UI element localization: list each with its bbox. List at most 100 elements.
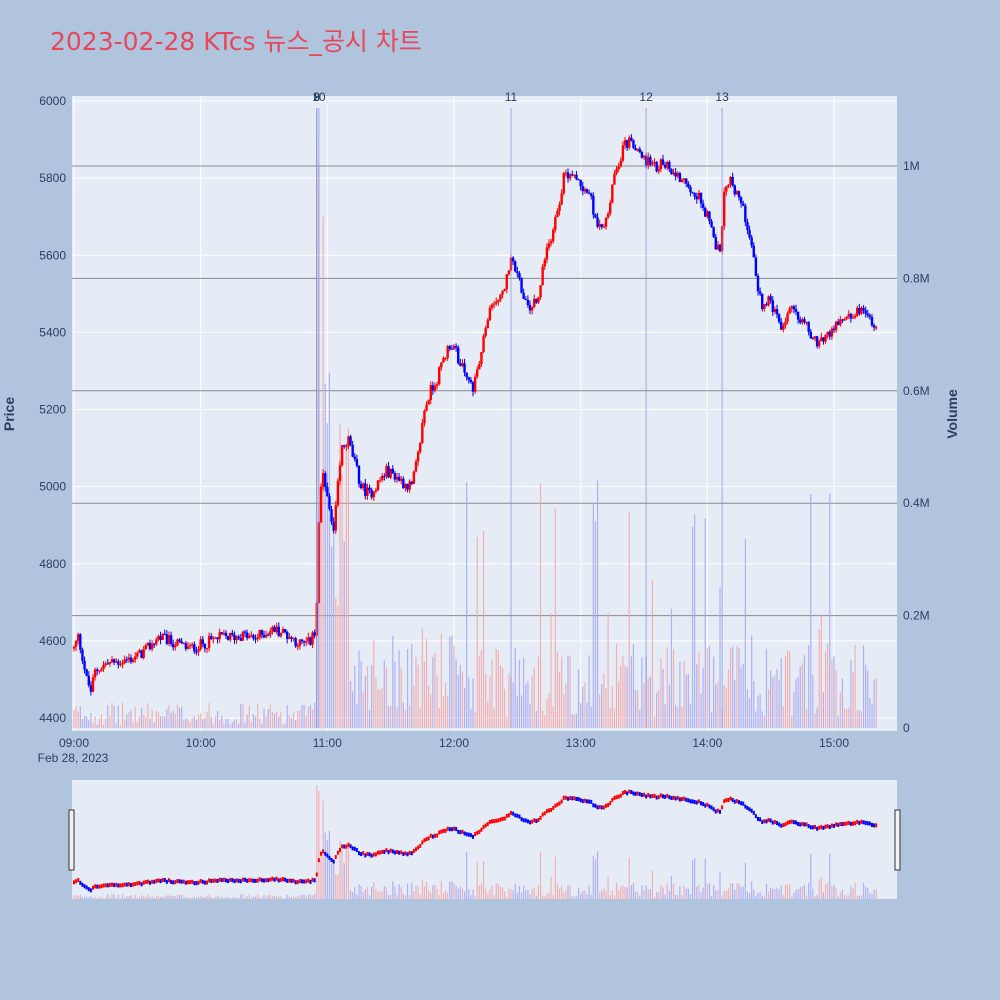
volume-bar xyxy=(865,664,867,728)
range-volume-bar xyxy=(544,896,546,899)
range-volume-bar xyxy=(392,881,394,899)
range-candle xyxy=(674,796,677,801)
range-volume-bar xyxy=(358,884,360,899)
candle-body xyxy=(397,476,401,481)
range-candle xyxy=(575,796,578,801)
volume-bar xyxy=(273,713,276,728)
volume-bar xyxy=(757,695,759,728)
candle-body xyxy=(543,259,546,267)
volume-bar xyxy=(197,714,200,728)
range-volume-bar xyxy=(166,895,168,899)
range-volume-bar xyxy=(675,894,677,899)
range-volume-bar xyxy=(206,895,208,899)
volume-bar xyxy=(700,693,702,728)
range-candle xyxy=(355,848,358,853)
volume-bar xyxy=(387,706,390,728)
volume-bar xyxy=(269,704,271,728)
range-candle xyxy=(311,877,314,882)
range-volume-bar xyxy=(812,888,814,899)
range-volume-bar xyxy=(132,897,134,899)
range-volume-bar xyxy=(641,885,643,899)
range-candle xyxy=(605,803,607,808)
range-candle xyxy=(710,805,713,810)
volume-bar xyxy=(518,659,521,728)
candle-body xyxy=(286,632,289,639)
range-volume-bar xyxy=(244,898,246,899)
range-candle xyxy=(159,879,162,884)
range-candle xyxy=(115,882,118,887)
candle-body xyxy=(528,304,532,311)
range-volume-bar xyxy=(504,891,506,899)
range-volume-bar xyxy=(223,898,225,899)
range-volume-bar xyxy=(841,889,844,899)
range-candle xyxy=(624,789,626,794)
range-volume-bar xyxy=(343,863,345,899)
range-candle xyxy=(172,880,175,885)
volume-bar xyxy=(432,656,434,728)
range-candle xyxy=(704,803,707,808)
range-candle xyxy=(104,883,107,888)
candle-body xyxy=(155,639,158,645)
candle-body xyxy=(625,140,629,148)
range-candle xyxy=(571,796,574,801)
candle-body xyxy=(370,489,373,498)
range-volume-bar xyxy=(580,894,582,899)
range-candle xyxy=(845,821,848,826)
range-volume-bar xyxy=(527,890,529,899)
volume-bar xyxy=(812,674,814,728)
candle-body xyxy=(767,296,770,306)
range-candle xyxy=(142,880,145,885)
candle-body xyxy=(788,308,791,314)
range-candle xyxy=(651,794,654,799)
volume-bar xyxy=(626,667,628,728)
range-candle xyxy=(826,824,829,829)
range-volume-bar xyxy=(497,883,499,899)
volume-bar xyxy=(556,652,559,728)
range-volume-bar xyxy=(210,896,212,899)
volume-bar xyxy=(400,667,402,728)
range-volume-bar xyxy=(550,876,552,899)
range-volume-bar xyxy=(140,895,143,899)
candle-body xyxy=(748,229,751,238)
range-candle xyxy=(541,812,544,817)
range-volume-bar xyxy=(288,896,290,899)
range-candle xyxy=(446,826,449,831)
candle-body xyxy=(416,451,420,462)
candle-body xyxy=(174,645,177,648)
range-candle xyxy=(320,851,322,856)
volume-bar xyxy=(649,676,651,728)
volume-bar xyxy=(115,723,117,728)
range-candle xyxy=(427,836,430,841)
range-volume-bar xyxy=(421,879,423,899)
candle-body xyxy=(153,643,156,645)
volume-bar xyxy=(643,683,645,728)
range-candle xyxy=(761,820,764,825)
candle-body xyxy=(366,487,369,496)
range-candle xyxy=(676,795,679,800)
volume-bar xyxy=(601,683,603,728)
range-candle xyxy=(423,838,426,843)
range-candle xyxy=(345,844,348,849)
range-volume-bar xyxy=(195,897,198,899)
range-candle xyxy=(873,823,876,828)
range-volume-bar xyxy=(90,896,92,899)
volume-bar xyxy=(835,670,837,728)
volume-bar xyxy=(436,675,438,728)
range-volume-bar xyxy=(457,888,459,899)
volume-bar xyxy=(292,712,295,728)
range-candle xyxy=(754,814,757,819)
candle-body xyxy=(651,163,654,165)
range-candle xyxy=(849,821,852,826)
candle-body xyxy=(704,207,707,217)
range-candle xyxy=(315,872,318,877)
candle-body xyxy=(545,247,549,260)
volume-bar xyxy=(514,648,516,728)
range-candle xyxy=(535,818,538,823)
range-volume-bar xyxy=(820,877,822,899)
candle-body xyxy=(400,478,403,481)
volume-bar xyxy=(694,514,696,728)
candle-body xyxy=(233,634,236,641)
range-candle xyxy=(771,820,774,825)
candle-body xyxy=(600,224,603,227)
range-candle xyxy=(117,883,120,888)
